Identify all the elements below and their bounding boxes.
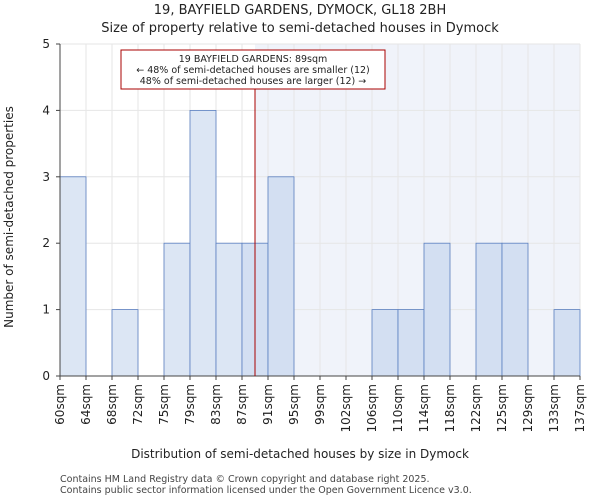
x-tick-label: 99sqm: [313, 384, 327, 425]
bar: [501, 242, 529, 377]
x-tick-label: 125sqm: [495, 384, 509, 432]
x-tick-label: 91sqm: [261, 384, 275, 425]
y-tick-label: 0: [42, 369, 50, 383]
y-tick-label: 4: [42, 103, 50, 117]
bar: [59, 176, 87, 377]
x-tick-label: 137sqm: [573, 384, 587, 432]
bar: [371, 309, 399, 377]
annotation-line-2: ← 48% of semi-detached houses are smalle…: [136, 65, 370, 76]
x-tick-label: 95sqm: [287, 384, 301, 425]
x-tick-label: 102sqm: [339, 384, 353, 432]
x-tick-label: 79sqm: [183, 384, 197, 425]
annotation-box: 19 BAYFIELD GARDENS: 89sqm ← 48% of semi…: [120, 49, 386, 90]
x-tick-label: 122sqm: [469, 384, 483, 432]
bar: [423, 242, 451, 377]
bar: [553, 309, 581, 377]
x-tick-label: 133sqm: [547, 384, 561, 432]
footer-line-1: Contains HM Land Registry data © Crown c…: [60, 474, 430, 485]
x-tick-label: 118sqm: [443, 384, 457, 432]
x-tick-label: 64sqm: [79, 384, 93, 425]
x-tick-label: 75sqm: [157, 384, 171, 425]
annotation-line-1: 19 BAYFIELD GARDENS: 89sqm: [179, 54, 328, 65]
annotation-frame: [120, 49, 386, 90]
chart-subtitle: Size of property relative to semi-detach…: [101, 21, 499, 36]
y-tick-label: 2: [42, 236, 50, 250]
y-axis-label: Number of semi-detached properties: [2, 106, 16, 328]
x-tick-label: 72sqm: [131, 384, 145, 425]
footer-line-2: Contains public sector information licen…: [60, 485, 472, 496]
x-tick-label: 110sqm: [391, 384, 405, 432]
x-tick-label: 114sqm: [417, 384, 431, 432]
x-tick-label: 68sqm: [105, 384, 119, 425]
plot-area: 0 1 2 3 4 5 60sqm 64sqm 68sqm 72sqm 75sqm 79sqm 83sq…: [42, 37, 587, 432]
y-tick-label: 3: [42, 170, 50, 184]
bar: [397, 309, 425, 377]
x-axis-label: Distribution of semi-detached houses by …: [131, 447, 469, 461]
bar: [215, 242, 243, 377]
bar: [163, 242, 191, 377]
y-tick-label: 5: [42, 37, 50, 51]
bar: [189, 110, 217, 377]
x-tick-label: 106sqm: [365, 384, 379, 432]
x-tick-label: 87sqm: [235, 384, 249, 425]
x-tick-label: 83sqm: [209, 384, 223, 425]
annotation-line-3: 48% of semi-detached houses are larger (…: [140, 76, 367, 87]
bar: [267, 176, 295, 377]
bar: [111, 309, 139, 377]
chart-title: 19, BAYFIELD GARDENS, DYMOCK, GL18 2BH: [154, 3, 446, 18]
x-tick-label: 129sqm: [521, 384, 535, 432]
y-tick-label: 1: [42, 303, 50, 317]
x-tick-label: 60sqm: [53, 384, 67, 425]
bar: [475, 242, 503, 377]
